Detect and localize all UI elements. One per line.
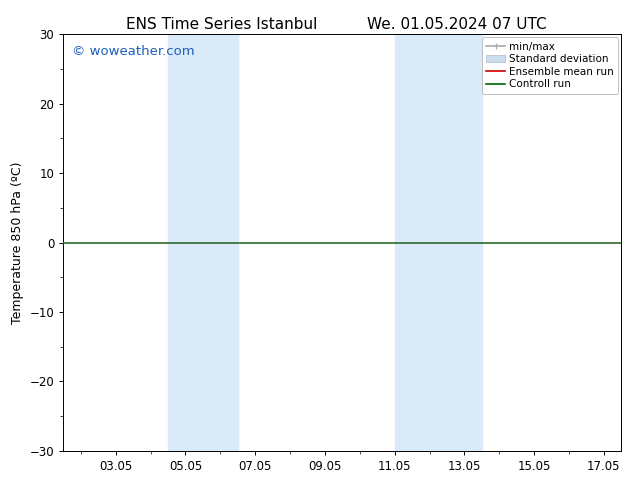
Bar xyxy=(394,34,482,451)
Y-axis label: Temperature 850 hPa (ºC): Temperature 850 hPa (ºC) xyxy=(11,161,24,324)
Text: ENS Time Series Istanbul: ENS Time Series Istanbul xyxy=(126,17,318,32)
Text: © woweather.com: © woweather.com xyxy=(72,45,195,58)
Legend: min/max, Standard deviation, Ensemble mean run, Controll run: min/max, Standard deviation, Ensemble me… xyxy=(482,37,618,94)
Text: We. 01.05.2024 07 UTC: We. 01.05.2024 07 UTC xyxy=(366,17,547,32)
Bar xyxy=(168,34,238,451)
